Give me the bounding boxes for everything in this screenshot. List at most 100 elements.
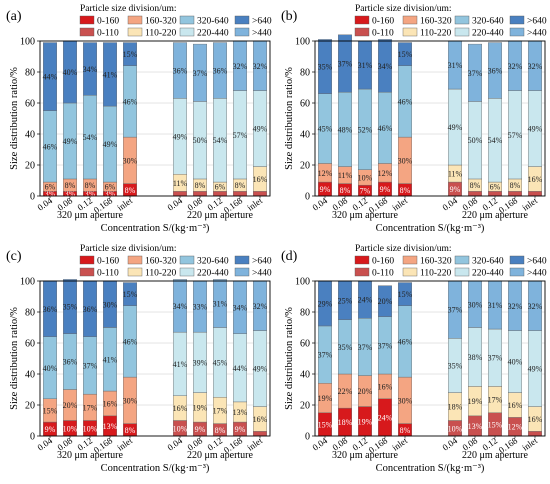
legend-swatch [234,27,250,37]
data-label: 41% [103,355,118,364]
data-label: 10% [83,424,98,433]
x-axis-label: Concentration S/(kg·m⁻³) [101,463,210,474]
y-tick-label: 100 [20,277,35,288]
legend-swatch [509,255,525,265]
bar-segment [487,42,502,99]
bar-segment [212,191,227,197]
data-label: 49% [253,365,268,374]
data-label: 32% [253,62,268,71]
legend-label: 0-160 [372,257,394,267]
x-tick-label: 0.04 [441,435,460,453]
data-label: 34% [233,303,248,312]
data-label: 31% [448,61,463,70]
legend-swatch [79,15,95,25]
bar-segment [467,191,482,197]
y-tick-label: 80 [300,68,310,79]
legend-label: 220-440 [472,29,504,39]
chart-panel-3: (c) Particle size division/um: 0-160 160-32… [6,244,272,474]
data-label: 3% [105,190,116,199]
data-label: 31% [213,299,228,308]
bar-segment [192,43,207,102]
bar-segment [397,42,412,66]
data-label: 37% [468,69,483,78]
data-label: 16% [253,175,268,184]
data-label: 37% [318,351,333,360]
y-tick-label: 80 [300,308,310,319]
bar-segment [318,39,333,94]
legend-label: 320-640 [197,17,229,27]
data-label: 20% [63,401,78,410]
data-label: 16% [173,404,188,413]
legend-swatch [127,267,143,277]
bar-segment [338,34,353,93]
chart-panel-1: (a) Particle size division/um: 0-160 160-32… [6,4,272,234]
data-label: 24% [378,413,393,422]
legend-swatch [354,15,370,25]
data-label: 46% [123,97,138,106]
legend-swatch [234,255,250,265]
data-label: 45% [318,125,333,134]
data-label: 36% [173,66,188,75]
data-label: 8% [470,181,481,190]
y-tick-label: 20 [300,401,310,412]
data-label: 20% [358,387,373,396]
data-label: 34% [173,302,188,311]
data-label: 46% [378,124,393,133]
legend-label: 0-160 [97,257,119,267]
y-axis-label: Size distribution ratio/% [9,67,20,170]
data-label: 32% [528,302,543,311]
legend-label: 110-220 [145,29,177,39]
data-label: 36% [83,305,98,314]
data-label: 37% [83,361,98,370]
data-label: 15% [488,420,503,429]
bar-segment [172,191,187,197]
legend-label: 110-220 [145,269,177,279]
data-label: 49% [63,137,78,146]
data-label: 24% [358,296,373,305]
data-label: 18% [338,418,353,427]
x-tick-label: 0.04 [441,195,460,213]
legend-swatch [79,267,95,277]
data-label: 6% [105,183,116,192]
bar-segment [212,42,227,99]
data-label: 40% [508,358,523,367]
legend-swatch [402,255,418,265]
legend-label: 110-220 [420,269,452,279]
data-label: 3% [45,190,56,199]
data-label: 12% [508,423,523,432]
legend-label: 220-440 [197,269,229,279]
panel-label: (b) [281,9,298,24]
legend-label: >440 [527,269,547,279]
legend-label: 0-160 [372,17,394,27]
data-label: 9% [450,185,461,194]
data-label: 37% [378,341,393,350]
x-tick-label: 0.04 [311,435,330,453]
data-label: 30% [468,300,483,309]
group-label: 220 μm aperture [187,450,253,461]
data-label: 30% [123,396,138,405]
legend-label: 110-220 [420,29,452,39]
data-label: 19% [358,417,373,426]
y-tick-label: 40 [25,130,35,141]
legend-label: 320-640 [472,257,504,267]
legend-swatch [179,267,195,277]
y-tick-label: 60 [300,99,310,110]
data-label: 34% [83,65,98,74]
data-label: 54% [213,136,228,145]
data-label: 30% [103,300,118,309]
x-tick-label: 0.04 [36,435,55,453]
legend-title: Particle size division/um: [80,244,177,254]
data-label: 8% [125,186,136,195]
data-label: 33% [193,303,208,312]
x-tick-label: 0.04 [166,195,185,213]
legend-label: 0-160 [97,17,119,27]
y-tick-label: 100 [295,277,310,288]
legend-label: >440 [527,29,547,39]
x-axis-label: Concentration S/(kg·m⁻³) [376,463,485,474]
chart-panel-4: (d) Particle size division/um: 0-160 160-32… [281,244,547,474]
bar-segment [377,285,392,317]
legend-label: 320-640 [197,257,229,267]
data-label: 17% [83,403,98,412]
data-label: 37% [338,59,353,68]
bar-segment [122,282,137,306]
